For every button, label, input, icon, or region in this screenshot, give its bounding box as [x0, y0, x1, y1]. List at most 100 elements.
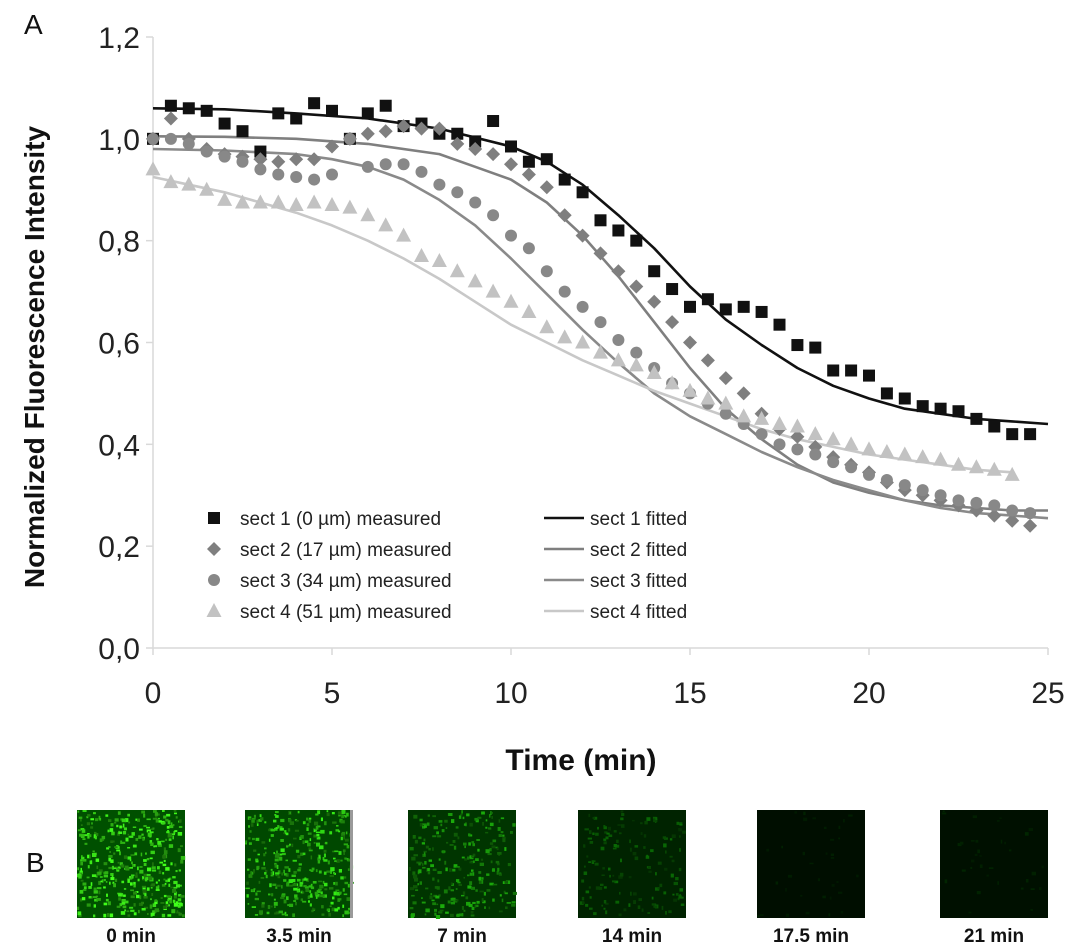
tile-speckle [472, 872, 475, 876]
tile-speckle [600, 883, 604, 887]
tile-speckle [317, 810, 321, 815]
tile-speckle [455, 826, 459, 829]
tile-speckle [657, 887, 660, 890]
tile-speckle [621, 813, 625, 816]
tile-speckle [512, 891, 517, 895]
tile-speckle [423, 850, 427, 853]
data-point [610, 352, 626, 367]
tile-speckle [467, 874, 470, 877]
tile-speckle [421, 842, 425, 845]
tile-speckle [149, 904, 153, 909]
tile-speckle [664, 867, 668, 871]
tile-speckle [152, 903, 157, 907]
y-axis-title: Normalized Fluorescence Intensity [19, 126, 50, 589]
tile-speckle [146, 829, 151, 833]
tile-speckle [297, 854, 301, 859]
tile-speckle [342, 888, 345, 892]
tile-speckle [173, 880, 178, 885]
tile-speckle [498, 873, 502, 876]
tile-speckle [296, 889, 300, 893]
tile-speckle [489, 882, 494, 886]
tile-speckle [287, 904, 290, 907]
tile-speckle [428, 859, 432, 862]
tile-speckle [281, 852, 286, 856]
legend-label: sect 2 fitted [590, 540, 687, 561]
tile-speckle [80, 867, 82, 872]
tile-speckle [979, 864, 983, 868]
tile-speckle [169, 899, 172, 904]
tile-speckle [634, 856, 639, 861]
tile-speckle [127, 879, 130, 883]
tile-speckle [86, 816, 89, 819]
tile-speckle [130, 909, 135, 912]
tile-speckle [141, 810, 145, 814]
tile-speckle [757, 914, 760, 918]
data-point [843, 436, 859, 451]
data-point [611, 264, 626, 279]
tile-speckle [996, 820, 1000, 822]
tile-speckle [87, 865, 90, 869]
tile-speckle [165, 818, 169, 822]
x-tick-labels: 0 5 10 15 20 25 [145, 648, 1065, 710]
tile-speckle [421, 901, 426, 904]
tile-speckle [137, 878, 140, 882]
tile-speckle [986, 874, 989, 877]
tile-speckle [258, 880, 261, 884]
tile-speckle [253, 814, 256, 818]
tile-speckle [1020, 887, 1024, 890]
data-point [629, 279, 644, 294]
tile-speckle [157, 843, 162, 847]
tile-speckle [122, 823, 125, 828]
tile-speckle [175, 901, 179, 904]
tile-speckle [81, 855, 83, 858]
tile-speckle [121, 880, 125, 884]
tile-speckle [135, 818, 138, 821]
tile-speckle [251, 819, 255, 823]
tile-speckle [673, 898, 678, 902]
tile-speckle [427, 871, 431, 875]
tile-speckle [1000, 839, 1003, 844]
tile-speckle [430, 893, 433, 895]
tile-speckle [141, 885, 147, 888]
tile-speckle [603, 841, 607, 845]
tile-speckle [261, 841, 266, 844]
tile-speckle [475, 904, 479, 907]
tile-speckle [178, 826, 183, 828]
tile-speckle [80, 879, 84, 882]
tile-speckle [422, 823, 427, 825]
tile-speckle [457, 881, 461, 884]
tile-speckle [302, 900, 307, 903]
tile-speckle [603, 900, 607, 904]
tile-speckle [155, 815, 158, 818]
tile-speckle [604, 831, 608, 834]
tile-speckle [143, 873, 148, 878]
tile-speckle [800, 894, 803, 897]
tile-speckle [643, 834, 647, 838]
tile-speckle [143, 825, 147, 827]
tile-speckle [431, 899, 435, 902]
tile-speckle [433, 894, 437, 898]
tile-speckle [270, 874, 274, 877]
tile-speckle [427, 868, 430, 872]
tile-speckle [309, 869, 312, 871]
tile-speckle [255, 892, 258, 896]
data-point [897, 446, 913, 461]
tile-speckle [425, 845, 429, 849]
tile-speckle [302, 852, 306, 856]
tile-speckle [334, 908, 339, 912]
legend-marker-swatch [207, 542, 221, 556]
tile-speckle [309, 890, 312, 893]
tile-speckle [452, 868, 456, 872]
tile-speckle [489, 842, 494, 845]
tile-speckle [154, 812, 159, 816]
tile-speckle [463, 823, 467, 826]
tile-speckle [641, 908, 644, 912]
microscopy-tile: 14 min [578, 810, 686, 947]
tile-speckle [340, 820, 345, 824]
tile-speckle [303, 878, 308, 881]
tile-speckle [258, 910, 263, 915]
tile-speckle [617, 824, 621, 826]
tile-speckle [335, 829, 340, 832]
tile-speckle [80, 828, 85, 831]
tile-speckle [587, 837, 592, 840]
